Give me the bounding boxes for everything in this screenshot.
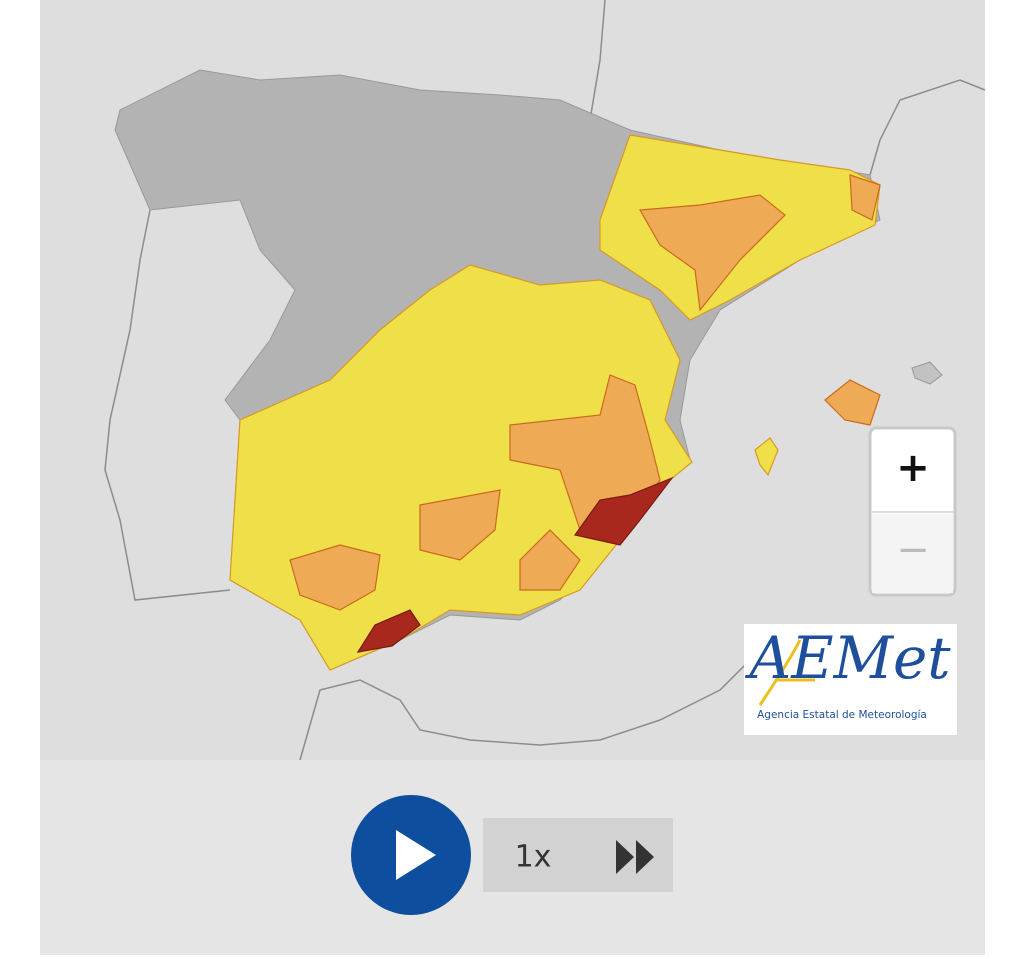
orange-zone <box>824 379 881 426</box>
logo-swoosh <box>758 639 815 706</box>
logo: AEMet Agencia Estatal de Meteorología <box>744 624 957 735</box>
zoom-control: + − <box>868 426 957 597</box>
orange-zone <box>639 194 786 312</box>
red-zone <box>573 476 674 546</box>
fast-forward-icon <box>636 840 654 874</box>
speed-label: 1x <box>515 840 552 875</box>
africa-coast <box>299 649 761 761</box>
play-icon <box>396 830 436 880</box>
zoom-out-bg <box>872 514 953 593</box>
red-warnings <box>356 476 674 653</box>
zoom-in-button[interactable]: + <box>896 445 930 491</box>
yellow-balearic <box>754 437 779 477</box>
zoom-out-button[interactable]: − <box>896 527 930 573</box>
france-coast <box>869 79 986 176</box>
orange-warnings <box>289 174 881 611</box>
fast-forward-icon <box>616 840 634 874</box>
balearic-island <box>911 361 943 385</box>
portugal-coast <box>104 209 231 601</box>
coastlines <box>104 0 986 761</box>
orange-zone <box>419 489 501 561</box>
player: 1x <box>351 795 673 915</box>
orange-zone <box>849 174 881 221</box>
logo-subtitle: Agencia Estatal de Meteorología <box>757 709 927 721</box>
orange-zone <box>289 544 381 611</box>
orange-zone <box>519 529 581 591</box>
red-zone <box>356 609 421 653</box>
logo-name: AEMet <box>744 624 951 692</box>
